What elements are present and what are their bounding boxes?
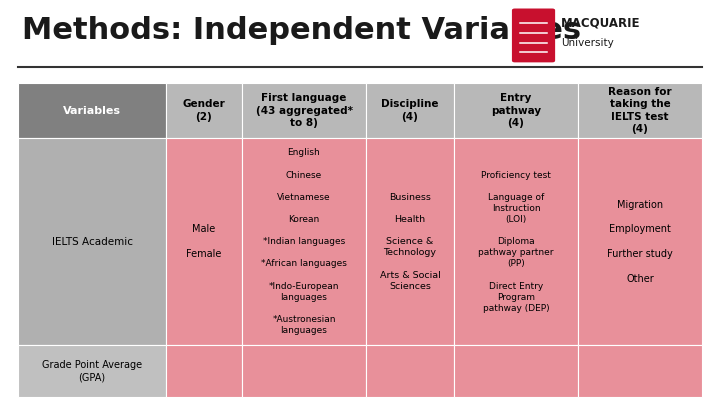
- Bar: [166, 83, 242, 139]
- Bar: [366, 345, 454, 397]
- Bar: [366, 139, 454, 345]
- Bar: [454, 139, 578, 345]
- Text: MACQUARIE: MACQUARIE: [561, 16, 640, 29]
- Text: Proficiency test

Language of
Instruction
(LOI)

Diploma
pathway partner
(PP)

D: Proficiency test Language of Instruction…: [478, 171, 554, 313]
- Bar: [18, 345, 166, 397]
- Text: Male

Female: Male Female: [186, 224, 222, 259]
- Bar: [242, 345, 366, 397]
- Bar: [578, 345, 702, 397]
- Text: Business

Health

Science &
Technology

Arts & Social
Sciences: Business Health Science & Technology Art…: [379, 193, 441, 291]
- Text: Discipline
(4): Discipline (4): [382, 100, 438, 122]
- Text: First language
(43 aggregated*
to 8): First language (43 aggregated* to 8): [256, 93, 353, 128]
- Bar: [18, 83, 166, 139]
- Bar: [242, 139, 366, 345]
- Text: IELTS Academic: IELTS Academic: [52, 237, 132, 247]
- Bar: [242, 83, 366, 139]
- Bar: [578, 139, 702, 345]
- Bar: [366, 83, 454, 139]
- Text: Gender
(2): Gender (2): [183, 100, 225, 122]
- Text: University: University: [561, 38, 613, 48]
- Text: Reason for
taking the
IELTS test
(4): Reason for taking the IELTS test (4): [608, 87, 672, 134]
- Text: English

Chinese

Vietnamese

Korean

*Indian languages

*African languages

*In: English Chinese Vietnamese Korean *India…: [261, 149, 347, 335]
- Text: Methods: Independent Variables: Methods: Independent Variables: [22, 16, 581, 45]
- Text: Entry
pathway
(4): Entry pathway (4): [491, 93, 541, 128]
- Text: Grade Point Average
(GPA): Grade Point Average (GPA): [42, 360, 142, 382]
- FancyBboxPatch shape: [512, 9, 555, 62]
- Bar: [454, 345, 578, 397]
- Bar: [166, 345, 242, 397]
- Bar: [166, 139, 242, 345]
- Bar: [18, 139, 166, 345]
- Text: Migration

Employment

Further study

Other: Migration Employment Further study Other: [607, 200, 673, 284]
- Bar: [454, 83, 578, 139]
- Text: Variables: Variables: [63, 106, 121, 116]
- Bar: [578, 83, 702, 139]
